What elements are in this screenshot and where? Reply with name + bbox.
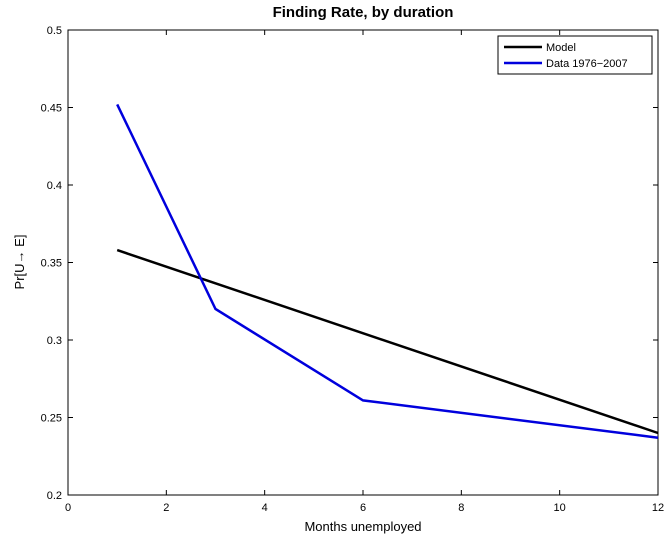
y-tick-label: 0.3 <box>47 335 62 347</box>
y-tick-label: 0.25 <box>41 413 62 425</box>
x-axis-title: Months unemployed <box>304 519 421 534</box>
legend-label: Data 1976−2007 <box>546 58 628 70</box>
series-line-0 <box>116 248 659 435</box>
axes: 0 2 4 6 8 10 12 0.2 0.25 0.3 0.35 0.4 0.45 0.5 <box>41 25 664 514</box>
y-tick-label: 0.35 <box>41 258 62 270</box>
y-tick-label: 0.5 <box>47 25 62 37</box>
y-tick-label: 0.2 <box>47 490 62 502</box>
legend: Model Data 1976−2007 <box>497 35 653 75</box>
series-lines <box>116 103 659 439</box>
y-tick-label: 0.45 <box>41 103 62 115</box>
y-axis-title: Pr[U→ E] <box>12 235 27 290</box>
series-line-1 <box>116 103 659 439</box>
legend-label: Model <box>546 42 576 54</box>
legend-box <box>497 35 653 75</box>
x-tick-label: 2 <box>163 502 169 514</box>
plot-area-frame <box>67 29 659 496</box>
x-tick-label: 4 <box>262 502 268 514</box>
y-tick-label: 0.4 <box>47 180 62 192</box>
x-tick-label: 0 <box>65 502 71 514</box>
x-tick-label: 12 <box>652 502 664 514</box>
x-tick-label: 6 <box>360 502 366 514</box>
x-tick-label: 10 <box>554 502 566 514</box>
x-tick-label: 8 <box>458 502 464 514</box>
chart-title: Finding Rate, by duration <box>273 4 454 21</box>
